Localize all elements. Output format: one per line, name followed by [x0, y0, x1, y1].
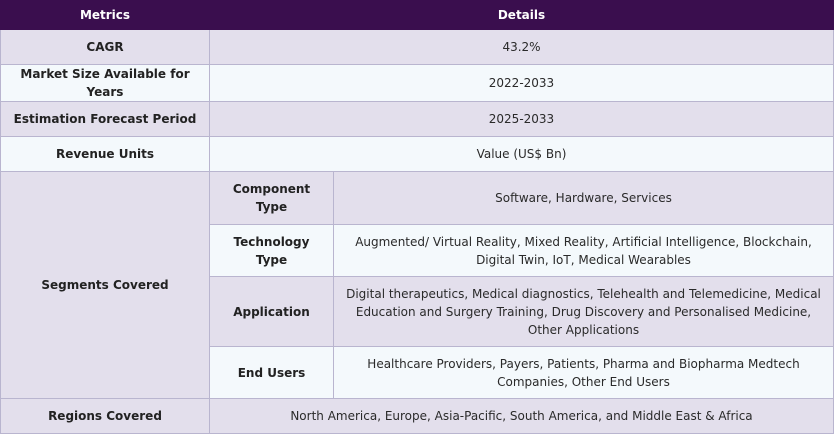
market-size-label: Market Size Available for Years — [0, 64, 210, 102]
regions-label: Regions Covered — [0, 398, 210, 434]
table-row-revenue: Revenue Units Value (US$ Bn) — [0, 136, 834, 172]
revenue-value: Value (US$ Bn) — [209, 136, 834, 172]
regions-value: North America, Europe, Asia-Pacific, Sou… — [209, 398, 834, 434]
table-row-segment-application: Application Digital therapeutics, Medica… — [1, 276, 834, 347]
forecast-value: 2025-2033 — [209, 101, 834, 137]
details-header: Details — [209, 0, 834, 30]
market-size-value: 2022-2033 — [209, 64, 834, 102]
segment-application-label: Application — [209, 276, 334, 347]
segment-component-label: Component Type — [209, 171, 334, 225]
table-row-segment-component: Segments Covered Component Type Software… — [0, 171, 834, 399]
segment-end-users-value: Healthcare Providers, Payers, Patients, … — [333, 346, 834, 399]
cagr-value: 43.2% — [209, 29, 834, 65]
table-row-segment-end-users: End Users Healthcare Providers, Payers, … — [1, 346, 834, 399]
segment-end-users-label: End Users — [209, 346, 334, 399]
table-row-regions: Regions Covered North America, Europe, A… — [0, 398, 834, 434]
segments-label: Segments Covered — [0, 171, 210, 399]
table-row-market-size: Market Size Available for Years 2022-203… — [0, 64, 834, 102]
table-row-segment-technology: Technology Type Augmented/ Virtual Reali… — [1, 224, 834, 277]
forecast-label: Estimation Forecast Period — [0, 101, 210, 137]
cagr-label: CAGR — [0, 29, 210, 65]
segment-component-value: Software, Hardware, Services — [333, 171, 834, 225]
table-row-cagr: CAGR 43.2% — [0, 29, 834, 65]
segment-technology-label: Technology Type — [209, 224, 334, 277]
table-row-forecast: Estimation Forecast Period 2025-2033 — [0, 101, 834, 137]
segment-application-value: Digital therapeutics, Medical diagnostic… — [333, 276, 834, 347]
header-row: Metrics Details — [0, 0, 834, 30]
revenue-label: Revenue Units — [0, 136, 210, 172]
segment-technology-value: Augmented/ Virtual Reality, Mixed Realit… — [333, 224, 834, 277]
metrics-header: Metrics — [0, 0, 210, 30]
